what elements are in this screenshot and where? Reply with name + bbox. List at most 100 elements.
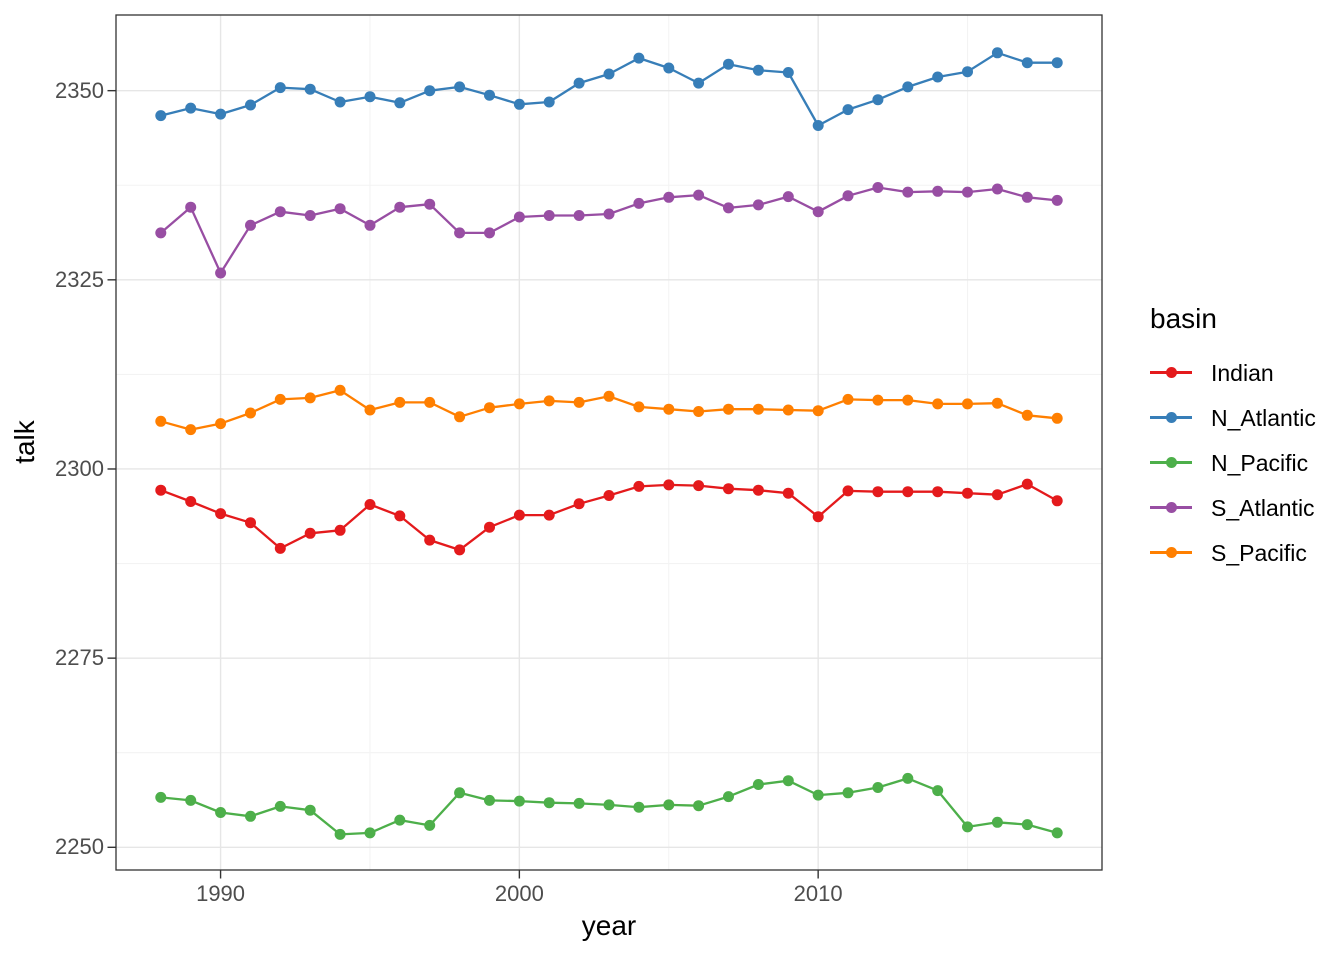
data-point [752,779,764,790]
data-point [991,47,1003,59]
data-point [573,797,585,809]
data-point [902,772,914,784]
data-point [245,407,256,419]
data-point [812,206,824,218]
data-point [633,801,645,813]
data-point [812,405,824,417]
data-point [573,396,585,408]
data-point [304,83,316,95]
data-point [245,517,256,529]
data-point [723,483,734,495]
data-point [782,191,794,203]
data-point [454,411,466,423]
data-point [663,799,675,811]
data-point [991,397,1003,409]
data-point [245,810,256,822]
y-tick-label: 2350 [55,77,104,103]
data-point [1021,819,1033,831]
data-point [872,182,884,193]
legend-key-dot [1165,412,1177,423]
minor-gridlines [116,15,1102,870]
data-point [394,396,406,408]
legend-key-dot [1165,457,1177,468]
data-point [573,498,585,510]
data-point [723,202,734,214]
data-point [454,787,466,799]
data-point [693,189,705,201]
data-point [842,190,854,202]
data-point [693,800,705,812]
data-point [513,398,525,410]
data-point [932,486,944,498]
data-point [454,227,466,239]
data-point [334,203,346,215]
data-point [752,403,764,415]
data-point [723,791,734,803]
data-point [991,816,1003,828]
series-S_Atlantic [155,182,1063,279]
legend-key-dot [1165,367,1177,378]
data-point [752,199,764,211]
data-point [424,198,436,210]
data-point [962,821,973,833]
legend-item-S_Pacific: S_Pacific [1150,530,1316,575]
legend-key-icon [1150,547,1192,559]
data-point [663,62,675,74]
y-tick-label: 2250 [55,834,104,860]
data-point [334,828,346,840]
legend-item-label: S_Pacific [1211,539,1307,566]
data-point [155,110,167,122]
data-point [752,64,764,76]
data-point [394,201,406,213]
data-point [752,484,764,496]
x-axis-title: year [581,910,637,941]
data-point [902,394,914,406]
data-point [364,404,376,416]
data-point [663,403,675,415]
data-point [693,77,705,89]
legend-item-N_Pacific: N_Pacific [1150,440,1316,485]
data-point [663,479,675,491]
panel-background [116,15,1102,870]
legend-item-label: N_Pacific [1211,449,1309,476]
data-point [424,534,436,546]
data-point [304,392,316,404]
data-point [274,82,286,94]
data-point [155,484,167,496]
data-point [215,108,227,120]
axis-tick-marks [107,89,819,879]
data-point [872,394,884,406]
legend-key-icon [1150,367,1192,379]
data-point [454,544,466,556]
data-point [513,795,525,807]
legend-item-S_Atlantic: S_Atlantic [1150,485,1316,530]
data-point [155,227,167,239]
data-point [364,499,376,510]
x-tick-label: 2010 [793,881,843,906]
legend-key-dot [1165,502,1177,513]
data-point [364,827,376,839]
data-point [185,424,197,436]
legend-title: basin [1150,303,1217,334]
legend-key-icon [1150,412,1192,424]
data-point [274,542,286,554]
data-point [932,185,944,197]
legend-item-Indian: Indian [1150,350,1316,395]
data-point [573,210,585,221]
data-point [304,527,316,539]
y-tick-label: 2300 [55,455,104,481]
data-point [1051,495,1063,507]
legend-key-icon [1150,457,1192,469]
data-point [215,418,227,430]
data-point [245,219,256,231]
data-point [185,496,197,507]
data-point [334,524,346,536]
data-point [424,85,436,97]
x-tick-label: 2000 [494,881,544,906]
data-point [334,384,346,396]
data-point [633,197,645,209]
data-point [633,401,645,413]
data-point [304,804,316,816]
